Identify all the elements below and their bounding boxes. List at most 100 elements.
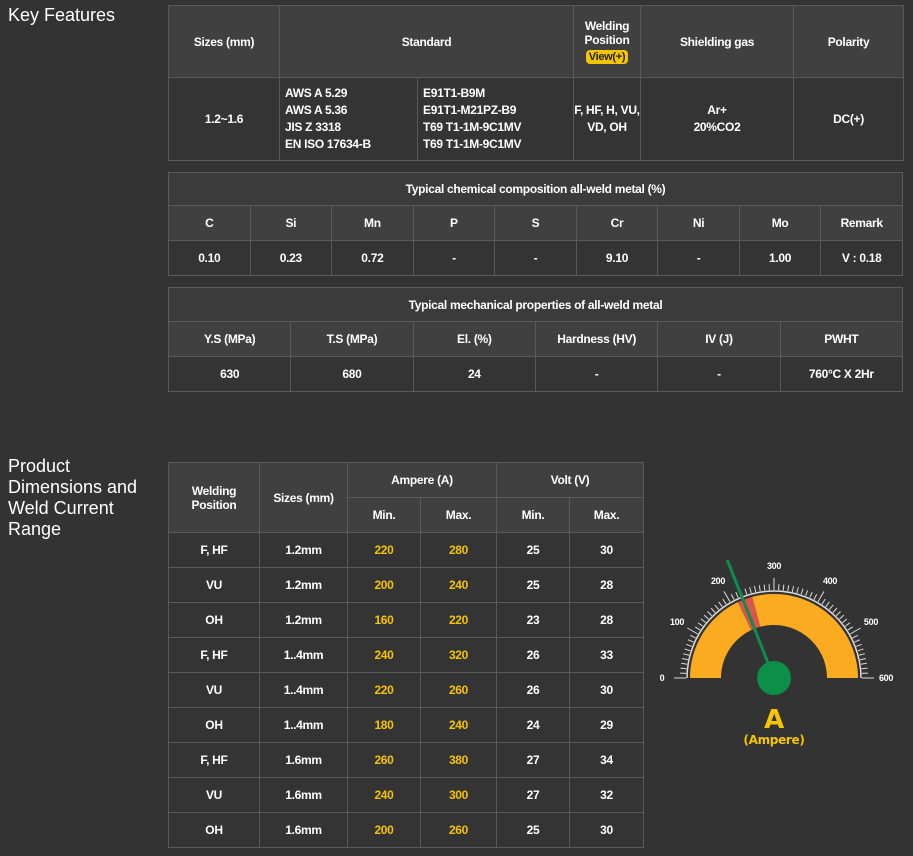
mechanical-value: 760°C X 2Hr (779, 356, 904, 392)
gauge-tick (858, 653, 865, 656)
gauge-tick (694, 626, 701, 631)
dimension-cell: OH (168, 602, 260, 638)
dimension-cell: 23 (496, 602, 570, 638)
chemical-value: 0.10 (168, 240, 251, 276)
mechanical-properties-table: Typical mechanical properties of all-wel… (167, 287, 904, 392)
gauge-tick (707, 611, 713, 617)
dimension-cell: 220 (347, 532, 421, 568)
mechanical-caption: Typical mechanical properties of all-wel… (168, 287, 903, 322)
dimension-cell: OH (168, 707, 260, 743)
gauge-hub (757, 661, 791, 695)
gauge-tick (828, 604, 834, 610)
chemical-value: - (657, 240, 740, 276)
table-row: F, HF 1.2mm 220 280 25 30 (168, 532, 644, 568)
welding-position-value: F, HF, H, VU, VD, OH (573, 77, 642, 161)
dimension-cell: 320 (420, 637, 497, 673)
mechanical-value: - (657, 356, 781, 392)
dimension-cell: 260 (420, 672, 497, 708)
ampere-gauge: 0 100 200 300 400 500 600 A(Ampere) (660, 560, 894, 747)
dimension-cell: 240 (347, 637, 421, 673)
gauge-tick (710, 607, 716, 613)
chemical-header: Mo (738, 205, 822, 241)
chemical-header: Si (249, 205, 333, 241)
gauge-tick-label: 0 (660, 673, 665, 683)
gauge-tick (805, 590, 809, 597)
header-ampere-max: Max. (420, 497, 497, 533)
dimension-cell: 30 (569, 672, 644, 708)
dimension-cell: 29 (569, 707, 644, 743)
dimension-cell: 30 (569, 532, 644, 568)
dimension-cell: 1.2mm (259, 567, 348, 603)
dimension-cell: 28 (569, 567, 644, 603)
gauge-tick-label: 400 (823, 576, 837, 586)
gauge-tick (758, 585, 761, 592)
gauge-tick (782, 584, 785, 591)
mechanical-header: El. (%) (412, 321, 536, 357)
gauge-tick (723, 591, 731, 603)
table-row: VU 1.2mm 200 240 25 28 (168, 567, 644, 603)
header-ampere-min: Min. (347, 497, 421, 533)
chemical-header: Remark (820, 205, 903, 241)
mechanical-value: 680 (290, 356, 414, 392)
header-sizes: Sizes (mm) (259, 462, 348, 533)
dimension-cell: F, HF (168, 742, 260, 778)
gauge-tick (844, 622, 851, 627)
gauge-tick (839, 614, 845, 620)
dimension-cell: 240 (420, 567, 497, 603)
header-volt: Volt (V) (496, 462, 644, 498)
mechanical-value: 24 (412, 356, 536, 392)
mechanical-header: IV (J) (657, 321, 781, 357)
chemical-header: S (494, 205, 577, 241)
gauge-scale-arc (686, 590, 862, 679)
table-row: VU 1.6mm 240 300 27 32 (168, 777, 644, 813)
header-volt-min: Min. (496, 497, 570, 533)
chemical-header: P (412, 205, 496, 241)
mechanical-header: Hardness (HV) (534, 321, 659, 357)
chemical-header: C (168, 205, 251, 241)
dimension-cell: 1..4mm (259, 707, 348, 743)
dimension-cell: 160 (347, 602, 421, 638)
gauge-tick (680, 667, 687, 670)
gauge-tick (791, 585, 795, 593)
header-volt-max: Max. (569, 497, 644, 533)
mechanical-value: - (534, 356, 659, 392)
gauge-tick (718, 601, 723, 608)
gauge-band (752, 594, 858, 678)
polarity-value: DC(+) (793, 77, 905, 161)
dimension-cell: 260 (420, 812, 497, 848)
header-standard: Standard (278, 5, 575, 78)
dimension-cell: 300 (420, 777, 497, 813)
dimension-cell: 1.6mm (259, 742, 348, 778)
table-row: F, HF 1.6mm 260 380 27 34 (168, 742, 644, 778)
dimension-cell: 220 (347, 672, 421, 708)
gauge-tick-label: 600 (879, 673, 893, 683)
chemical-header: Mn (331, 205, 414, 241)
gauge-tick (835, 611, 841, 617)
view-button[interactable]: View(+) (585, 50, 629, 64)
chemical-value: - (494, 240, 577, 276)
shielding-gas-value: Ar+ 20%CO2 (640, 77, 795, 161)
header-polarity: Polarity (793, 5, 905, 78)
gauge-tick (800, 588, 804, 595)
gauge-tick (700, 618, 706, 624)
gauge-tick (687, 627, 699, 635)
gauge-needle (725, 560, 776, 679)
chemical-header: Ni (657, 205, 740, 241)
gauge-tick (744, 588, 748, 595)
mechanical-header: Y.S (MPa) (167, 321, 292, 357)
dimension-cell: 25 (496, 812, 570, 848)
gauge-tick (690, 634, 696, 639)
header-shielding-gas: Shielding gas (640, 5, 795, 78)
dimensions-table: Welding Position Sizes (mm) Ampere (A) Vo… (168, 462, 644, 848)
gauge-unit-name: (Ampere) (743, 733, 804, 747)
dimension-cell: 27 (496, 777, 570, 813)
header-welding-position: Welding Position (168, 462, 260, 533)
table-row: F, HF 1..4mm 240 320 26 33 (168, 637, 644, 673)
table-row: OH 1.2mm 160 220 23 28 (168, 602, 644, 638)
dimension-cell: 380 (420, 742, 497, 778)
dimension-cell: 32 (569, 777, 644, 813)
dimension-cell: 1.6mm (259, 812, 348, 848)
gauge-unit-symbol: A (764, 705, 784, 735)
dimension-cell: 28 (569, 602, 644, 638)
gauge-tick (847, 626, 854, 631)
